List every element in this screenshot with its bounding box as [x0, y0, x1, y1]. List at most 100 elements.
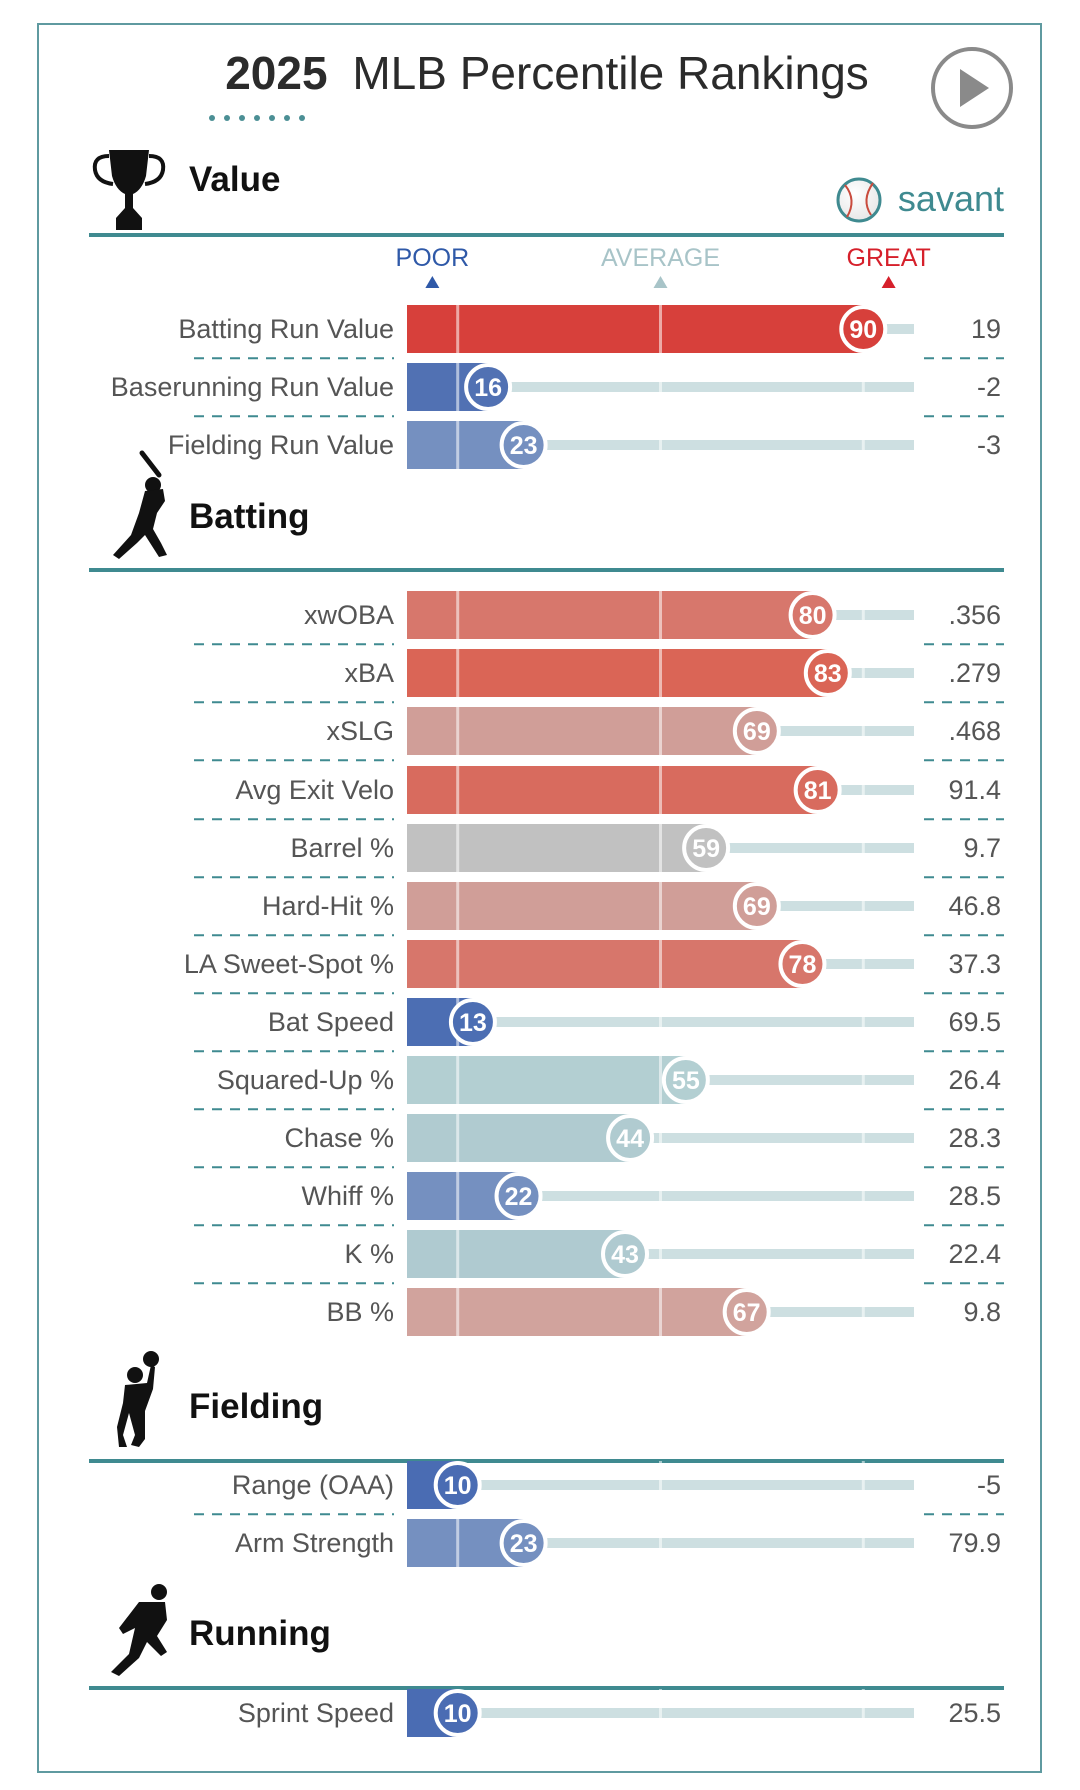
metric-label: xwOBA: [304, 600, 394, 630]
scale-label-great: GREAT: [847, 244, 931, 272]
scale-label-average: AVERAGE: [601, 244, 720, 272]
metric-label: Range (OAA): [232, 1470, 394, 1500]
percentile-value: 69: [743, 718, 771, 746]
percentile-value: 16: [474, 374, 502, 402]
section-running: Running Sprint Speed 10 25.5: [89, 1584, 1004, 1737]
metric-row[interactable]: Squared-Up % 55 26.4: [194, 1056, 1004, 1111]
metric-label: xBA: [344, 658, 394, 688]
metric-label: Sprint Speed: [238, 1698, 394, 1728]
metric-value: -3: [977, 430, 1001, 460]
percentile-marker: [433, 1689, 482, 1737]
metric-label: LA Sweet-Spot %: [184, 949, 394, 979]
poor-marker-icon: [425, 276, 440, 288]
play-button[interactable]: [931, 47, 1013, 129]
percentile-marker: [732, 882, 781, 930]
percentile-marker: [778, 940, 827, 988]
percentile-value: 10: [444, 1700, 472, 1728]
percentile-value: 23: [510, 1530, 538, 1558]
percentile-marker: [601, 1230, 650, 1278]
percentile-marker: [606, 1114, 655, 1162]
percentile-marker: [788, 591, 837, 639]
metric-value: .356: [948, 600, 1001, 630]
trophy-icon: [92, 150, 166, 230]
baseball-icon: [836, 177, 882, 223]
percentile-value: 90: [849, 316, 877, 344]
percentile-bar: [407, 940, 803, 988]
percentile-marker: [494, 1172, 543, 1220]
metric-value: 28.5: [948, 1181, 1001, 1211]
metric-row[interactable]: BB % 67 9.8: [326, 1288, 1001, 1336]
section-title-running: Running: [189, 1614, 331, 1653]
scale-label-poor: POOR: [396, 244, 470, 272]
metric-row[interactable]: Sprint Speed 10 25.5: [238, 1689, 1001, 1737]
percentile-value: 83: [814, 660, 842, 688]
metric-value: 9.8: [963, 1297, 1001, 1327]
metric-value: 22.4: [948, 1239, 1001, 1269]
metric-row[interactable]: LA Sweet-Spot % 78 37.3: [184, 940, 1004, 995]
percentile-value: 43: [611, 1241, 639, 1269]
metric-row[interactable]: Batting Run Value 90 19: [178, 305, 1004, 360]
percentile-chart: 2025 MLB Percentile Rankings Value savant…: [89, 47, 1013, 1737]
percentile-bar: [407, 766, 818, 814]
metric-value: .468: [948, 716, 1001, 746]
metric-label: Hard-Hit %: [262, 891, 394, 921]
percentile-bar: [407, 707, 757, 755]
metric-value: 9.7: [963, 833, 1001, 863]
metric-label: Baserunning Run Value: [111, 372, 394, 402]
savant-logo: savant: [836, 177, 1004, 223]
percentile-marker: [839, 305, 888, 353]
section-batting: Batting xwOBA 80 .356 xBA 83 .279 xSLG 69 .468 Avg…: [89, 450, 1004, 1336]
metric-label: Squared-Up %: [217, 1065, 394, 1095]
metric-row[interactable]: Baserunning Run Value 16 -2: [111, 363, 1004, 418]
metric-row[interactable]: Whiff % 22 28.5: [194, 1172, 1004, 1227]
percentile-bar: [407, 649, 828, 697]
metric-value: 28.3: [948, 1123, 1001, 1153]
metric-row[interactable]: Fielding Run Value 23 -3: [168, 421, 1001, 469]
runner-silhouette-icon: [111, 1584, 167, 1676]
fielder-silhouette-icon: [117, 1351, 159, 1447]
percentile-value: 22: [505, 1183, 533, 1211]
metric-label: Barrel %: [290, 833, 394, 863]
percentile-marker: [661, 1056, 710, 1104]
metric-row[interactable]: K % 43 22.4: [194, 1230, 1004, 1285]
metric-value: 26.4: [948, 1065, 1001, 1095]
percentile-value: 13: [459, 1009, 487, 1037]
percentile-bar: [407, 1230, 626, 1278]
percentile-bar: [407, 1114, 631, 1162]
metric-row[interactable]: Barrel % 59 9.7: [194, 824, 1004, 879]
title-rest: MLB Percentile Rankings: [352, 47, 868, 99]
metric-label: Chase %: [284, 1123, 394, 1153]
brand-name: savant: [898, 178, 1004, 219]
percentile-marker: [499, 1519, 548, 1567]
metric-row[interactable]: Chase % 44 28.3: [194, 1114, 1004, 1169]
percentile-value: 44: [616, 1125, 644, 1153]
metric-label: Fielding Run Value: [168, 430, 394, 460]
percentile-marker: [732, 707, 781, 755]
percentile-bar: [407, 1056, 686, 1104]
percentile-value: 80: [799, 602, 827, 630]
metric-row[interactable]: Arm Strength 23 79.9: [235, 1519, 1001, 1567]
percentile-marker: [722, 1288, 771, 1336]
metric-value: 91.4: [948, 775, 1001, 805]
metric-label: Avg Exit Velo: [235, 775, 394, 805]
percentile-bar: [407, 591, 813, 639]
metric-row[interactable]: xwOBA 80 .356: [194, 591, 1004, 646]
metric-value: 46.8: [948, 891, 1001, 921]
section-fielding: Fielding Range (OAA) 10 -5 Arm Strength 23 79.…: [89, 1351, 1004, 1567]
section-title-batting: Batting: [189, 497, 310, 536]
metric-label: Bat Speed: [268, 1007, 394, 1037]
great-marker-icon: [881, 276, 896, 288]
percentile-bar: [407, 882, 757, 930]
section-value: Value savant POOR AVERAGE GREAT Batting Run V…: [89, 150, 1004, 469]
percentile-marker: [803, 649, 852, 697]
metric-row[interactable]: xSLG 69 .468: [194, 707, 1004, 762]
metric-label: Batting Run Value: [178, 314, 394, 344]
metric-row[interactable]: Range (OAA) 10 -5: [194, 1461, 1004, 1516]
section-title-value: Value: [189, 160, 280, 199]
batter-silhouette-icon: [113, 450, 167, 559]
metric-label: Whiff %: [301, 1181, 394, 1211]
metric-row[interactable]: Avg Exit Velo 81 91.4: [194, 766, 1004, 821]
metric-row[interactable]: Hard-Hit % 69 46.8: [194, 882, 1004, 937]
metric-row[interactable]: xBA 83 .279: [194, 649, 1004, 704]
metric-row[interactable]: Bat Speed 13 69.5: [194, 998, 1004, 1053]
